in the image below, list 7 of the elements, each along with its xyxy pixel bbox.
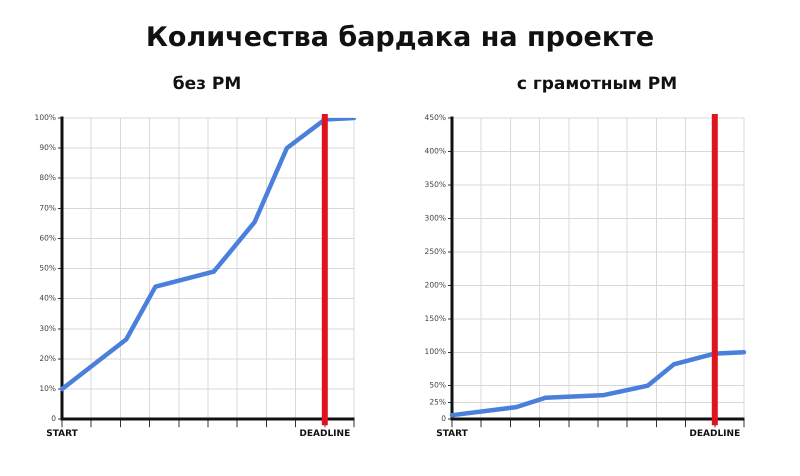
chart-title: Количества бардака на проекте bbox=[144, 22, 656, 53]
x-tick-label: START bbox=[46, 428, 79, 439]
chart-subtitle: с грамотным PM bbox=[516, 74, 678, 94]
x-tick-label: DEADLINE bbox=[689, 428, 740, 439]
x-tick-label: START bbox=[436, 428, 469, 439]
chart-subtitle: без PM bbox=[172, 74, 242, 94]
x-tick-label: DEADLINE bbox=[299, 428, 350, 439]
